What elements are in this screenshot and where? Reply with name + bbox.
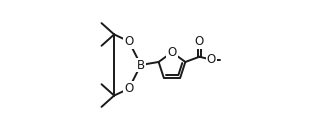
Text: O: O [124,35,134,48]
Text: O: O [167,46,176,59]
Text: O: O [195,35,204,48]
Text: B: B [137,58,145,72]
Text: O: O [124,82,134,95]
Text: O: O [207,53,216,66]
